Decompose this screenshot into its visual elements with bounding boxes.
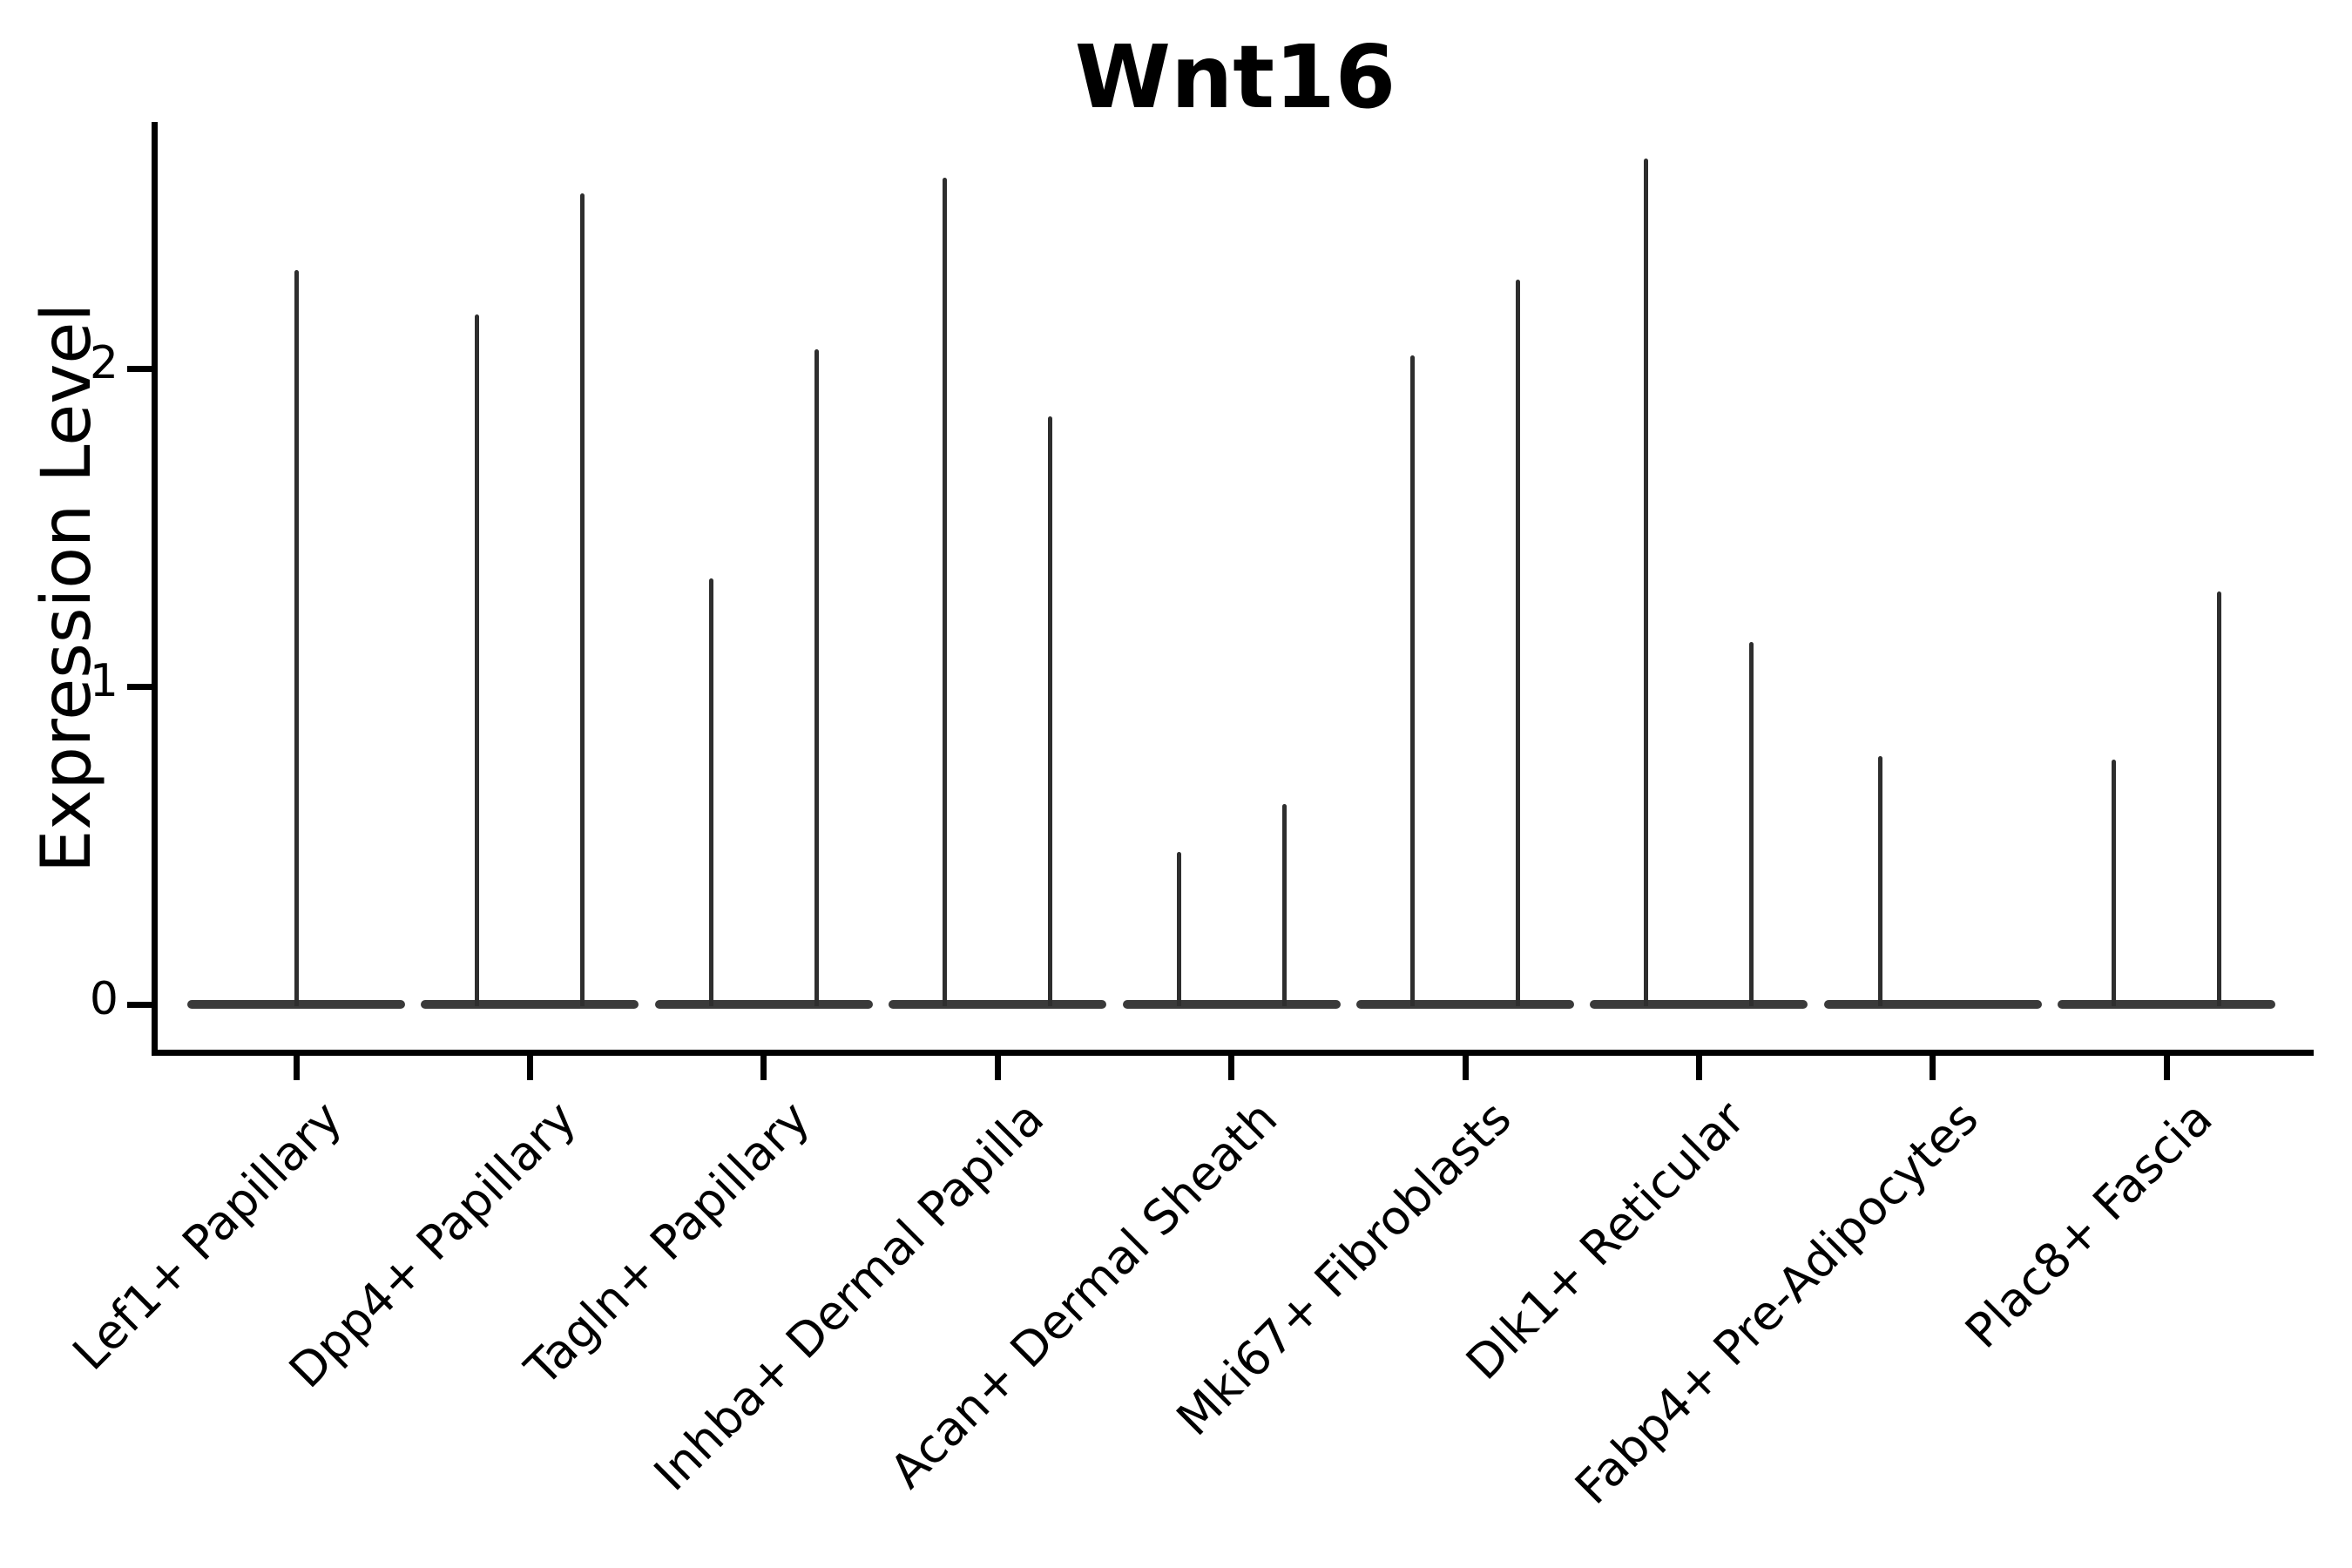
violin-base [1590, 1000, 1808, 1009]
violin-base [1356, 1000, 1574, 1009]
x-tick-mark [1930, 1056, 1936, 1080]
x-tick-mark [760, 1056, 767, 1080]
violin-spike [580, 193, 585, 1006]
violin-spike [1749, 641, 1754, 1006]
violin-spike [708, 578, 713, 1006]
violin-spike [1877, 756, 1882, 1006]
x-tick-mark [2163, 1056, 2170, 1080]
violin-base [1122, 1000, 1341, 1009]
violin-base [1823, 1000, 2042, 1009]
x-axis-spine [152, 1050, 2314, 1056]
x-tick-label: Inhba+ Dermal Papilla [643, 1091, 1054, 1502]
x-tick-mark [1695, 1056, 1702, 1080]
violin-spike [943, 178, 948, 1006]
violin-base [421, 1000, 639, 1009]
x-tick-mark [526, 1056, 533, 1080]
violin-spike [1176, 851, 1181, 1006]
x-tick-label: Plac8+ Fascia [1954, 1091, 2223, 1359]
violin-spike [294, 269, 299, 1006]
y-tick-mark [127, 365, 152, 372]
violin-spike [1048, 416, 1053, 1006]
x-tick-label: Acan+ Dermal Sheath [879, 1091, 1288, 1499]
y-tick-label: 1 [89, 655, 118, 707]
violin-base [2058, 1000, 2276, 1009]
violin-spike [1516, 279, 1520, 1006]
violin-spike [2217, 591, 2222, 1006]
y-axis-spine [152, 122, 158, 1056]
x-tick-mark [994, 1056, 1001, 1080]
violin-spike [814, 349, 819, 1006]
violin-spike [475, 314, 480, 1006]
y-tick-label: 0 [89, 973, 118, 1025]
x-tick-label: Fabp4+ Pre-Adipocytes [1565, 1091, 1990, 1515]
violin-spike [1281, 804, 1287, 1006]
plot-title: Wnt16 [1074, 26, 1396, 128]
violin-spike [1410, 355, 1415, 1006]
y-tick-label: 2 [89, 337, 118, 389]
violin-spike [1644, 159, 1649, 1006]
violin-base [889, 1000, 1107, 1009]
violin-spike [2112, 759, 2117, 1006]
x-tick-mark [1228, 1056, 1235, 1080]
y-tick-mark [127, 683, 152, 690]
violin-base [654, 1000, 873, 1009]
x-tick-mark [1462, 1056, 1469, 1080]
x-tick-mark [293, 1056, 300, 1080]
y-tick-mark [127, 1001, 152, 1008]
